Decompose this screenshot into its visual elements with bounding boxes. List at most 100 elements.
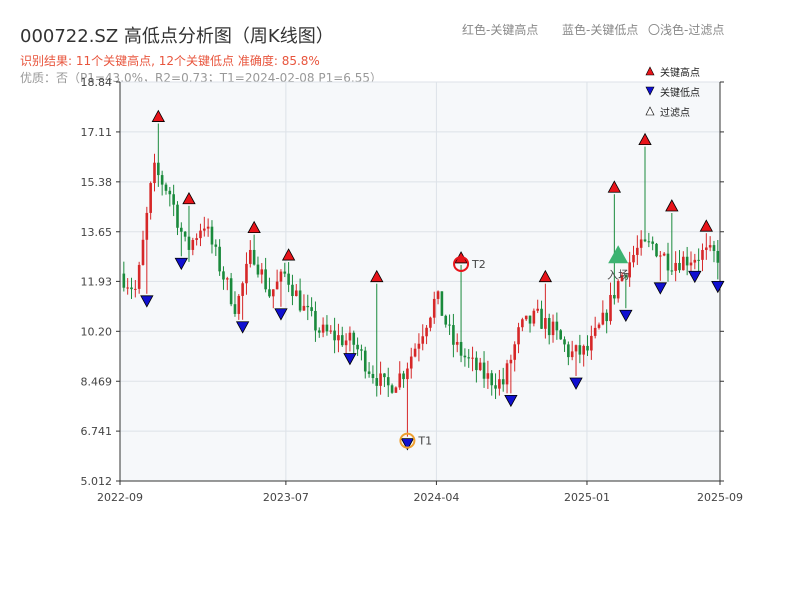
candle-body bbox=[417, 343, 421, 349]
candle-body bbox=[157, 162, 160, 176]
candle-body bbox=[195, 238, 198, 240]
candle-body bbox=[613, 294, 616, 299]
x-tick-label: 2024-04 bbox=[413, 491, 459, 504]
candle-body bbox=[705, 247, 708, 250]
legend-filtered-label: 过滤点 bbox=[660, 106, 690, 119]
y-tick-label: 8.469 bbox=[81, 375, 113, 388]
candle-body bbox=[203, 228, 206, 231]
candle-body bbox=[697, 259, 700, 261]
candle-body bbox=[505, 363, 509, 385]
point-t1-ring bbox=[399, 432, 416, 449]
entry-label: 入场 bbox=[607, 267, 629, 281]
candle-body bbox=[321, 324, 325, 333]
x-tick-label: 2023-07 bbox=[263, 491, 309, 504]
candle-body bbox=[532, 310, 536, 324]
candle-body bbox=[348, 332, 352, 341]
candle-body bbox=[137, 264, 141, 289]
candle-body bbox=[337, 335, 340, 341]
candle-body bbox=[260, 269, 264, 275]
candle-body bbox=[455, 341, 459, 345]
key-high-marker bbox=[538, 269, 553, 283]
candle-body bbox=[655, 243, 658, 257]
candle-body bbox=[609, 294, 612, 322]
point-t1-label: T1 bbox=[417, 435, 432, 448]
y-tick-label: 18.84 bbox=[81, 76, 113, 89]
candle-body bbox=[632, 254, 635, 263]
candle-body bbox=[586, 345, 589, 351]
y-tick-label: 15.38 bbox=[81, 176, 113, 189]
candle-body bbox=[141, 239, 145, 265]
candle-body bbox=[582, 345, 585, 355]
candle-body bbox=[570, 351, 574, 358]
y-tick-label: 5.012 bbox=[81, 475, 113, 488]
key-low-marker bbox=[688, 270, 702, 284]
candle-body bbox=[379, 373, 382, 386]
candle-body bbox=[689, 262, 693, 266]
candle-body bbox=[436, 291, 440, 299]
y-tick-label: 10.20 bbox=[81, 325, 113, 338]
candle-body bbox=[674, 262, 677, 271]
candle-body bbox=[176, 204, 179, 228]
candle-body bbox=[363, 350, 367, 372]
candle-body bbox=[126, 287, 129, 289]
legend-high-label: 关键高点 bbox=[660, 66, 700, 79]
candle-body bbox=[421, 336, 425, 344]
candle-body bbox=[593, 327, 597, 336]
candle-body bbox=[482, 362, 486, 379]
candle-body bbox=[501, 379, 505, 385]
candle-body bbox=[578, 345, 582, 355]
key-high-marker bbox=[281, 248, 296, 261]
x-tick-label: 2022-09 bbox=[97, 491, 143, 504]
candle-body bbox=[616, 281, 620, 299]
candle-body bbox=[521, 319, 524, 328]
y-tick-label: 13.65 bbox=[81, 226, 113, 239]
candle-body bbox=[685, 256, 689, 266]
candle-body bbox=[264, 269, 267, 290]
candle-body bbox=[245, 263, 248, 284]
candle-body bbox=[701, 249, 704, 260]
candle-body bbox=[210, 226, 214, 245]
candle-body bbox=[651, 241, 654, 244]
candle-body bbox=[394, 387, 398, 393]
candle-body bbox=[383, 373, 386, 378]
candle-body bbox=[712, 245, 716, 251]
candle-body bbox=[444, 315, 448, 325]
candle-body bbox=[647, 241, 651, 243]
page-title: 000722.SZ 高低点分析图（周K线图） bbox=[20, 26, 334, 47]
key-low-marker bbox=[619, 309, 633, 323]
legend-red-text: 红色-关键高点 bbox=[462, 23, 539, 37]
candle-body bbox=[528, 315, 532, 324]
candle-body bbox=[643, 239, 647, 242]
candle-body bbox=[678, 262, 681, 271]
candle-body bbox=[639, 239, 643, 248]
y-tick-label: 17.11 bbox=[81, 126, 113, 139]
candle-body bbox=[659, 255, 662, 257]
y-tick-label: 6.741 bbox=[81, 425, 113, 438]
candle-body bbox=[356, 344, 359, 350]
candle-body bbox=[310, 307, 313, 311]
candle-body bbox=[275, 281, 279, 290]
key-high-marker bbox=[607, 180, 622, 193]
candle-body bbox=[386, 377, 390, 386]
point-t2-label: T2 bbox=[471, 258, 486, 271]
candle-body bbox=[624, 275, 628, 278]
candle-body bbox=[540, 308, 543, 329]
candle-body bbox=[160, 175, 164, 185]
candle-body bbox=[429, 317, 432, 328]
legend-low-marker bbox=[645, 86, 655, 96]
candle-body bbox=[256, 264, 260, 275]
candle-body bbox=[233, 304, 237, 314]
candle-body bbox=[191, 239, 195, 250]
candle-body bbox=[306, 305, 310, 308]
key-low-marker bbox=[174, 257, 188, 271]
candle-body bbox=[180, 227, 183, 232]
candle-body bbox=[134, 288, 137, 290]
candle-body bbox=[475, 357, 478, 371]
key-low-marker bbox=[653, 282, 668, 295]
candle-body bbox=[371, 373, 375, 379]
candle-body bbox=[237, 295, 241, 314]
x-tick-label: 2025-01 bbox=[564, 491, 610, 504]
candle-body bbox=[229, 278, 233, 305]
candle-body bbox=[567, 344, 570, 358]
candle-body bbox=[536, 308, 540, 311]
